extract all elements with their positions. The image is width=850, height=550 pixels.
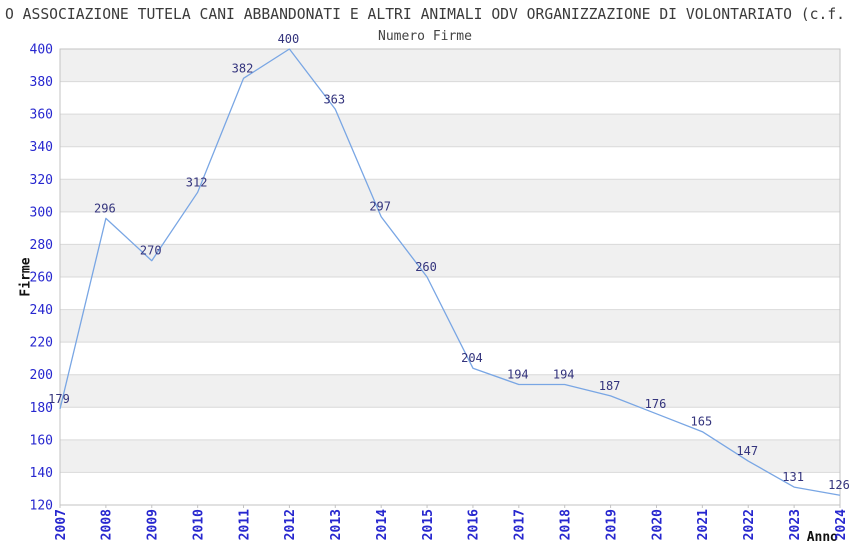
plot-band	[60, 439, 840, 473]
plot-band	[60, 374, 840, 408]
y-tick-label: 300	[30, 205, 53, 220]
y-tick-label: 360	[30, 108, 53, 123]
point-label: 165	[691, 415, 713, 429]
x-tick-label: 2012	[283, 509, 298, 540]
plot-band	[60, 244, 840, 277]
chart-title: Numero Firme	[378, 29, 472, 44]
series-line	[59, 48, 841, 496]
x-tick-label: 2011	[237, 509, 252, 540]
y-tick-label: 240	[30, 303, 53, 318]
plot-border	[59, 48, 841, 506]
point-label: 297	[369, 200, 391, 214]
point-label: 270	[140, 244, 162, 258]
point-label: 194	[553, 367, 575, 381]
point-label: 179	[48, 392, 70, 406]
x-tick-label: 2024	[834, 509, 849, 540]
point-label: 194	[507, 367, 529, 381]
x-tick-label: 2010	[191, 509, 206, 540]
y-tick-label: 400	[30, 43, 53, 58]
x-tick-label: 2007	[54, 509, 69, 540]
x-tick-label: 2015	[421, 509, 436, 540]
x-tick-label: 2009	[146, 509, 161, 540]
point-label: 147	[736, 444, 758, 458]
x-tick-label: 2021	[696, 509, 711, 540]
point-label: 187	[599, 379, 621, 393]
y-tick-label: 280	[30, 238, 53, 253]
plot-band	[60, 309, 840, 343]
y-tick-label: 320	[30, 173, 53, 188]
point-label: 131	[782, 470, 804, 484]
point-label: 126	[828, 478, 850, 492]
y-tick-label: 160	[30, 433, 53, 448]
x-tick-label: 2016	[467, 509, 482, 540]
y-tick-label: 260	[30, 271, 53, 286]
point-label: 260	[415, 260, 437, 274]
x-tick-label: 2019	[604, 509, 619, 540]
y-tick-label: 200	[30, 368, 53, 383]
page-title: O ASSOCIAZIONE TUTELA CANI ABBANDONATI E…	[4, 6, 846, 23]
point-label: 363	[323, 92, 345, 106]
x-tick-label: 2014	[375, 509, 390, 540]
y-tick-label: 140	[30, 466, 53, 481]
point-label: 382	[232, 61, 254, 75]
x-tick-label: 2018	[559, 509, 574, 540]
y-tick-label: 120	[30, 499, 53, 514]
y-tick-label: 220	[30, 336, 53, 351]
x-tick-label: 2022	[742, 509, 757, 540]
y-tick-label: 180	[30, 401, 53, 416]
y-tick-label: 380	[30, 75, 53, 90]
plot-band	[60, 114, 840, 147]
plot-band	[60, 49, 840, 82]
point-label: 400	[278, 32, 300, 46]
point-label: 312	[186, 175, 208, 189]
point-label: 176	[645, 397, 667, 411]
point-label: 204	[461, 351, 483, 365]
x-tick-label: 2023	[788, 509, 803, 540]
x-tick-label: 2008	[100, 509, 115, 540]
plot-band	[60, 179, 840, 212]
x-tick-label: 2017	[513, 509, 528, 540]
y-tick-label: 340	[30, 140, 53, 155]
x-tick-label: 2020	[650, 509, 665, 540]
x-axis-title: Anno	[806, 530, 838, 545]
point-label: 296	[94, 201, 116, 215]
x-tick-label: 2013	[329, 509, 344, 540]
